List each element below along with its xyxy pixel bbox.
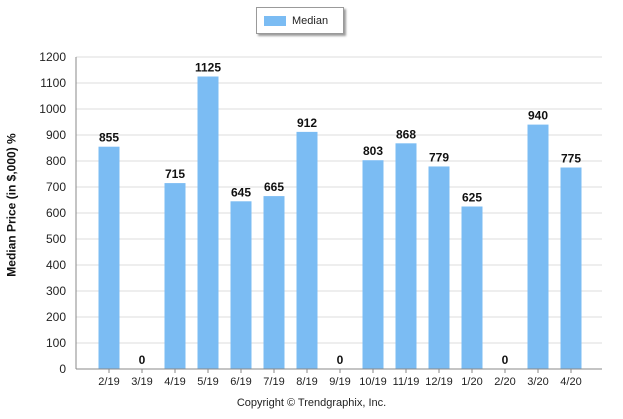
y-tick-label: 1200	[39, 50, 66, 64]
chart-legend: Median	[256, 7, 344, 34]
data-label: 1125	[195, 61, 221, 75]
data-label: 912	[297, 116, 317, 130]
bar	[230, 201, 252, 369]
legend-label: Median	[292, 14, 329, 27]
x-tick-label: 3/19	[131, 376, 152, 388]
data-label: 775	[561, 152, 581, 166]
y-axis-label: Median Price (in $,000) %	[5, 133, 20, 277]
y-tick-label: 300	[46, 284, 66, 298]
legend-swatch	[264, 15, 286, 26]
x-tick-label: 5/19	[197, 376, 218, 388]
x-tick-label: 4/19	[164, 376, 185, 388]
bar	[428, 166, 450, 369]
data-labels: 855 0 715 1125 645 665 912 0 803 868 779 625 0 940 775	[99, 61, 581, 368]
y-tick-label: 1000	[39, 102, 66, 116]
x-tick-label: 11/19	[393, 376, 420, 388]
y-tick-label: 500	[46, 232, 66, 246]
data-label: 0	[337, 353, 344, 367]
data-label: 779	[429, 150, 449, 164]
x-tick-label: 3/20	[527, 376, 548, 388]
bar	[164, 183, 186, 369]
gridlines	[76, 56, 602, 344]
x-axis-ticks: 2/19 3/19 4/19 5/19 6/19 7/19 8/19 9/19 10/19 11/…	[98, 369, 582, 388]
bars	[98, 76, 582, 369]
y-tick-label: 0	[59, 362, 66, 376]
y-tick-label: 600	[46, 206, 66, 220]
x-tick-label: 8/19	[296, 376, 317, 388]
data-label: 665	[264, 180, 284, 194]
bar	[362, 160, 384, 369]
x-tick-label: 6/19	[230, 376, 251, 388]
data-label: 645	[231, 185, 251, 199]
bar	[263, 196, 285, 369]
bar	[197, 76, 219, 369]
x-tick-label: 2/20	[494, 376, 515, 388]
y-tick-label: 400	[46, 258, 66, 272]
bar	[461, 206, 483, 369]
x-tick-label: 1/20	[461, 376, 482, 388]
data-label: 803	[363, 144, 383, 158]
bar	[296, 131, 318, 369]
bar	[98, 146, 120, 369]
y-tick-label: 700	[46, 180, 66, 194]
x-tick-label: 10/19	[359, 376, 387, 388]
y-tick-label: 900	[46, 128, 66, 142]
bar	[395, 143, 417, 369]
data-label: 625	[462, 191, 482, 205]
y-tick-label: 100	[46, 336, 66, 350]
x-tick-label: 2/19	[98, 376, 119, 388]
data-label: 0	[139, 353, 146, 367]
data-label: 868	[396, 127, 416, 141]
y-tick-label: 1100	[40, 76, 66, 90]
copyright-footer: Copyright © Trendgraphix, Inc.	[236, 397, 387, 409]
y-axis-title: Median Price (in $,000) %	[3, 105, 21, 305]
data-label: 715	[165, 167, 185, 181]
x-tick-label: 4/20	[560, 376, 581, 388]
data-label: 0	[502, 353, 509, 367]
x-tick-label: 12/19	[425, 376, 453, 388]
y-tick-label: 800	[46, 154, 66, 168]
data-label: 940	[528, 109, 548, 123]
bar	[527, 124, 549, 369]
x-tick-label: 9/19	[329, 376, 350, 388]
y-axis-ticks: 0 100 200 300 400 500 600 700 800 900 1000 1100 1200	[39, 50, 66, 376]
x-tick-label: 7/19	[263, 376, 284, 388]
data-label: 855	[99, 131, 119, 145]
y-tick-label: 200	[46, 310, 66, 324]
bar	[560, 167, 582, 369]
